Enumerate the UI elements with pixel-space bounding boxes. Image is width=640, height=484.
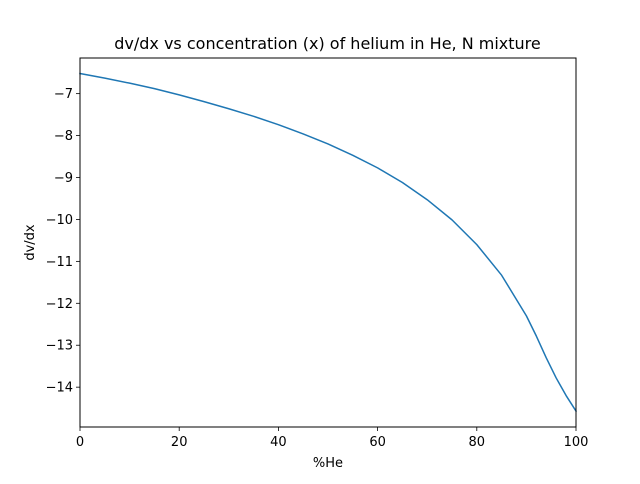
x-tick-label: 0 [76,435,84,450]
y-tick-label: −13 [46,339,73,354]
chart-title: dv/dx vs concentration (x) of helium in … [114,34,541,53]
x-tick-label: 80 [469,435,486,450]
y-tick-label: −7 [54,87,73,102]
plot-frame [79,57,577,428]
x-axis-label: %He [313,456,343,471]
series-line-0 [79,72,578,413]
y-axis: −7 −8 −9 −10 −11 −12 −13 −14 [46,87,80,396]
x-axis: 0 20 40 60 80 100 [76,427,589,450]
plot-area [79,72,578,413]
y-tick-label: −8 [54,129,73,144]
x-tick-label: 100 [564,435,589,450]
y-tick-label: −9 [54,171,73,186]
x-tick-label: 60 [369,435,386,450]
y-tick-label: −14 [46,381,73,396]
y-tick-label: −10 [46,213,73,228]
x-tick-label: 20 [171,435,188,450]
x-tick-label: 40 [270,435,287,450]
y-axis-label: dv/dx [23,224,38,261]
y-tick-label: −11 [46,255,73,270]
y-tick-label: −12 [46,297,73,312]
